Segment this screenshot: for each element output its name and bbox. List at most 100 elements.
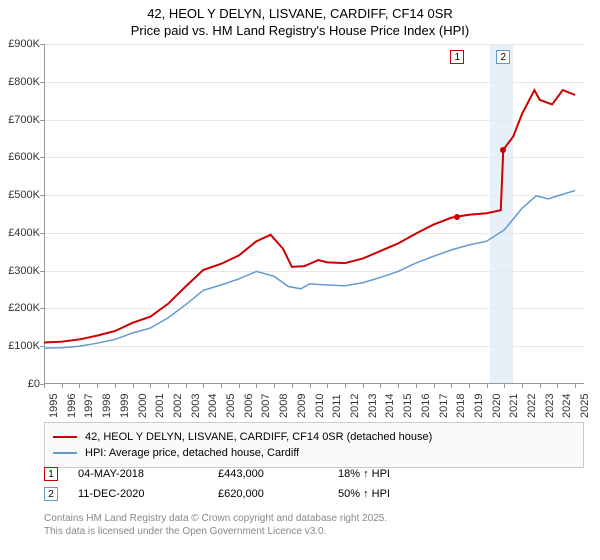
x-tick-mark [575, 384, 576, 388]
x-tick-mark [292, 384, 293, 388]
x-tick-mark [79, 384, 80, 388]
sale-pct: 50% ↑ HPI [338, 488, 458, 500]
x-tick-mark [221, 384, 222, 388]
title-line-2: Price paid vs. HM Land Registry's House … [0, 23, 600, 40]
sale-marker-box: 2 [44, 487, 58, 501]
x-tick-label: 2017 [438, 394, 450, 418]
x-tick-label: 2008 [278, 394, 290, 418]
series-lines [44, 44, 584, 384]
x-tick-label: 2013 [367, 394, 379, 418]
x-tick-label: 2024 [561, 394, 573, 418]
legend: 42, HEOL Y DELYN, LISVANE, CARDIFF, CF14… [44, 422, 584, 468]
y-tick-label: £500K [0, 189, 40, 201]
x-tick-mark [434, 384, 435, 388]
x-tick-label: 2025 [579, 394, 591, 418]
x-tick-mark [310, 384, 311, 388]
series-line [44, 90, 575, 342]
x-tick-mark [239, 384, 240, 388]
title-line-1: 42, HEOL Y DELYN, LISVANE, CARDIFF, CF14… [0, 6, 600, 23]
x-tick-label: 2011 [331, 394, 343, 418]
x-tick-label: 2003 [190, 394, 202, 418]
y-tick-label: £600K [0, 151, 40, 163]
x-tick-label: 2022 [526, 394, 538, 418]
x-tick-mark [327, 384, 328, 388]
x-tick-label: 2019 [473, 394, 485, 418]
x-tick-label: 1996 [66, 394, 78, 418]
y-tick-label: £300K [0, 265, 40, 277]
x-tick-label: 2010 [314, 394, 326, 418]
y-tick-label: £200K [0, 302, 40, 314]
footer-line-2: This data is licensed under the Open Gov… [44, 525, 387, 538]
x-tick-mark [540, 384, 541, 388]
x-tick-label: 2004 [207, 394, 219, 418]
x-tick-label: 2014 [384, 394, 396, 418]
x-tick-mark [416, 384, 417, 388]
x-tick-mark [363, 384, 364, 388]
sale-price: £620,000 [218, 488, 318, 500]
x-tick-mark [274, 384, 275, 388]
x-tick-label: 2012 [349, 394, 361, 418]
annotation-marker: 2 [496, 50, 510, 64]
legend-label: HPI: Average price, detached house, Card… [85, 447, 299, 459]
y-tick-label: £400K [0, 227, 40, 239]
y-tick-label: £0 [0, 378, 40, 390]
x-tick-label: 2009 [296, 394, 308, 418]
x-tick-mark [62, 384, 63, 388]
chart-title: 42, HEOL Y DELYN, LISVANE, CARDIFF, CF14… [0, 0, 600, 40]
sale-date: 04-MAY-2018 [78, 468, 198, 480]
x-tick-mark [380, 384, 381, 388]
sale-date: 11-DEC-2020 [78, 488, 198, 500]
chart-container: 42, HEOL Y DELYN, LISVANE, CARDIFF, CF14… [0, 0, 600, 560]
legend-item: HPI: Average price, detached house, Card… [53, 445, 575, 461]
sale-marker-box: 1 [44, 467, 58, 481]
sales-table: 1 04-MAY-2018 £443,000 18% ↑ HPI 2 11-DEC-202… [44, 464, 584, 504]
x-tick-mark [522, 384, 523, 388]
x-tick-mark [451, 384, 452, 388]
x-tick-label: 2021 [508, 394, 520, 418]
y-tick-label: £900K [0, 38, 40, 50]
x-tick-mark [557, 384, 558, 388]
x-tick-mark [97, 384, 98, 388]
x-tick-label: 1995 [48, 394, 60, 418]
y-tick-label: £700K [0, 114, 40, 126]
footer-line-1: Contains HM Land Registry data © Crown c… [44, 512, 387, 525]
x-tick-label: 2006 [243, 394, 255, 418]
x-tick-label: 2020 [491, 394, 503, 418]
annotation-marker: 1 [450, 50, 464, 64]
x-tick-label: 2023 [544, 394, 556, 418]
x-tick-label: 2005 [225, 394, 237, 418]
legend-item: 42, HEOL Y DELYN, LISVANE, CARDIFF, CF14… [53, 429, 575, 445]
x-tick-label: 2002 [172, 394, 184, 418]
legend-swatch [53, 436, 77, 438]
x-tick-mark [203, 384, 204, 388]
x-tick-label: 2001 [154, 394, 166, 418]
sale-pct: 18% ↑ HPI [338, 468, 458, 480]
x-tick-mark [115, 384, 116, 388]
x-tick-label: 2000 [137, 394, 149, 418]
x-tick-label: 2018 [455, 394, 467, 418]
legend-label: 42, HEOL Y DELYN, LISVANE, CARDIFF, CF14… [85, 431, 432, 443]
x-tick-mark [469, 384, 470, 388]
x-tick-mark [150, 384, 151, 388]
y-tick-label: £100K [0, 340, 40, 352]
x-tick-mark [133, 384, 134, 388]
x-tick-label: 2015 [402, 394, 414, 418]
sale-row: 1 04-MAY-2018 £443,000 18% ↑ HPI [44, 464, 584, 484]
x-tick-mark [345, 384, 346, 388]
x-tick-mark [168, 384, 169, 388]
sale-dot [454, 214, 460, 220]
sale-row: 2 11-DEC-2020 £620,000 50% ↑ HPI [44, 484, 584, 504]
x-tick-mark [186, 384, 187, 388]
x-tick-mark [44, 384, 45, 388]
legend-swatch [53, 452, 77, 454]
x-tick-label: 2016 [420, 394, 432, 418]
sale-price: £443,000 [218, 468, 318, 480]
y-tick-label: £800K [0, 76, 40, 88]
x-tick-label: 2007 [260, 394, 272, 418]
x-tick-mark [504, 384, 505, 388]
x-tick-label: 1999 [119, 394, 131, 418]
x-tick-label: 1998 [101, 394, 113, 418]
x-tick-mark [398, 384, 399, 388]
footer-attribution: Contains HM Land Registry data © Crown c… [44, 512, 387, 538]
x-tick-mark [256, 384, 257, 388]
